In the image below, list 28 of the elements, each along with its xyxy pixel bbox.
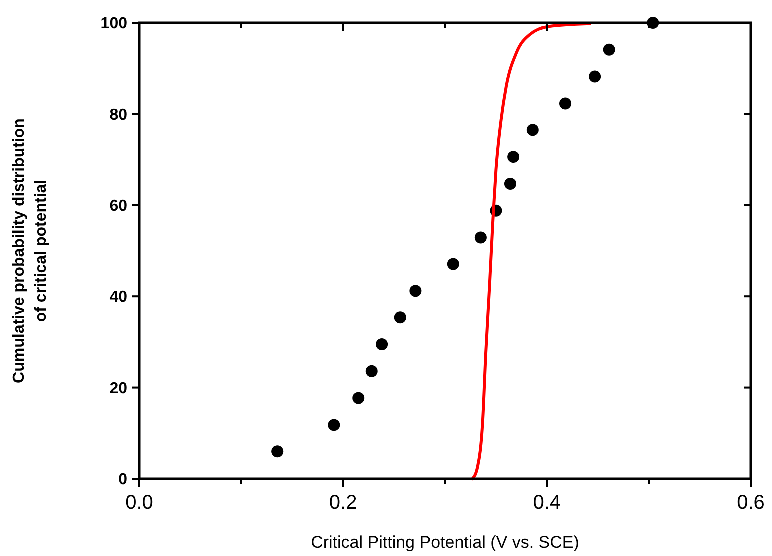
line-series: [471, 22, 592, 480]
y-tick-label: 60: [110, 198, 128, 215]
point: [603, 44, 616, 56]
x-tick-label: 0.2: [329, 492, 358, 514]
y-axis-title: Cumulative probability distribution of critical potential: [11, 118, 50, 384]
point: [474, 232, 487, 244]
x-tick-label: 0.4: [533, 492, 562, 514]
point: [366, 365, 378, 378]
point: [328, 419, 340, 432]
point: [504, 178, 516, 190]
point: [352, 392, 365, 404]
y-tick-label: 100: [100, 16, 128, 33]
y-tick-label: 40: [110, 289, 128, 306]
point: [526, 124, 539, 136]
point: [560, 98, 572, 110]
x-tick-label: 0.6: [737, 492, 765, 514]
point: [410, 285, 422, 298]
point: [272, 446, 284, 458]
point: [589, 70, 602, 83]
point: [394, 312, 406, 324]
x-tick-label: 0.0: [126, 492, 154, 514]
y-tick-label: 20: [110, 380, 128, 398]
x-axis-title: Critical Pitting Potential (V vs. SCE): [311, 533, 580, 552]
point: [447, 258, 460, 270]
point: [508, 151, 520, 164]
y-tick-label: 0: [118, 472, 128, 489]
y-tick-label: 80: [110, 106, 128, 124]
point: [376, 338, 388, 350]
